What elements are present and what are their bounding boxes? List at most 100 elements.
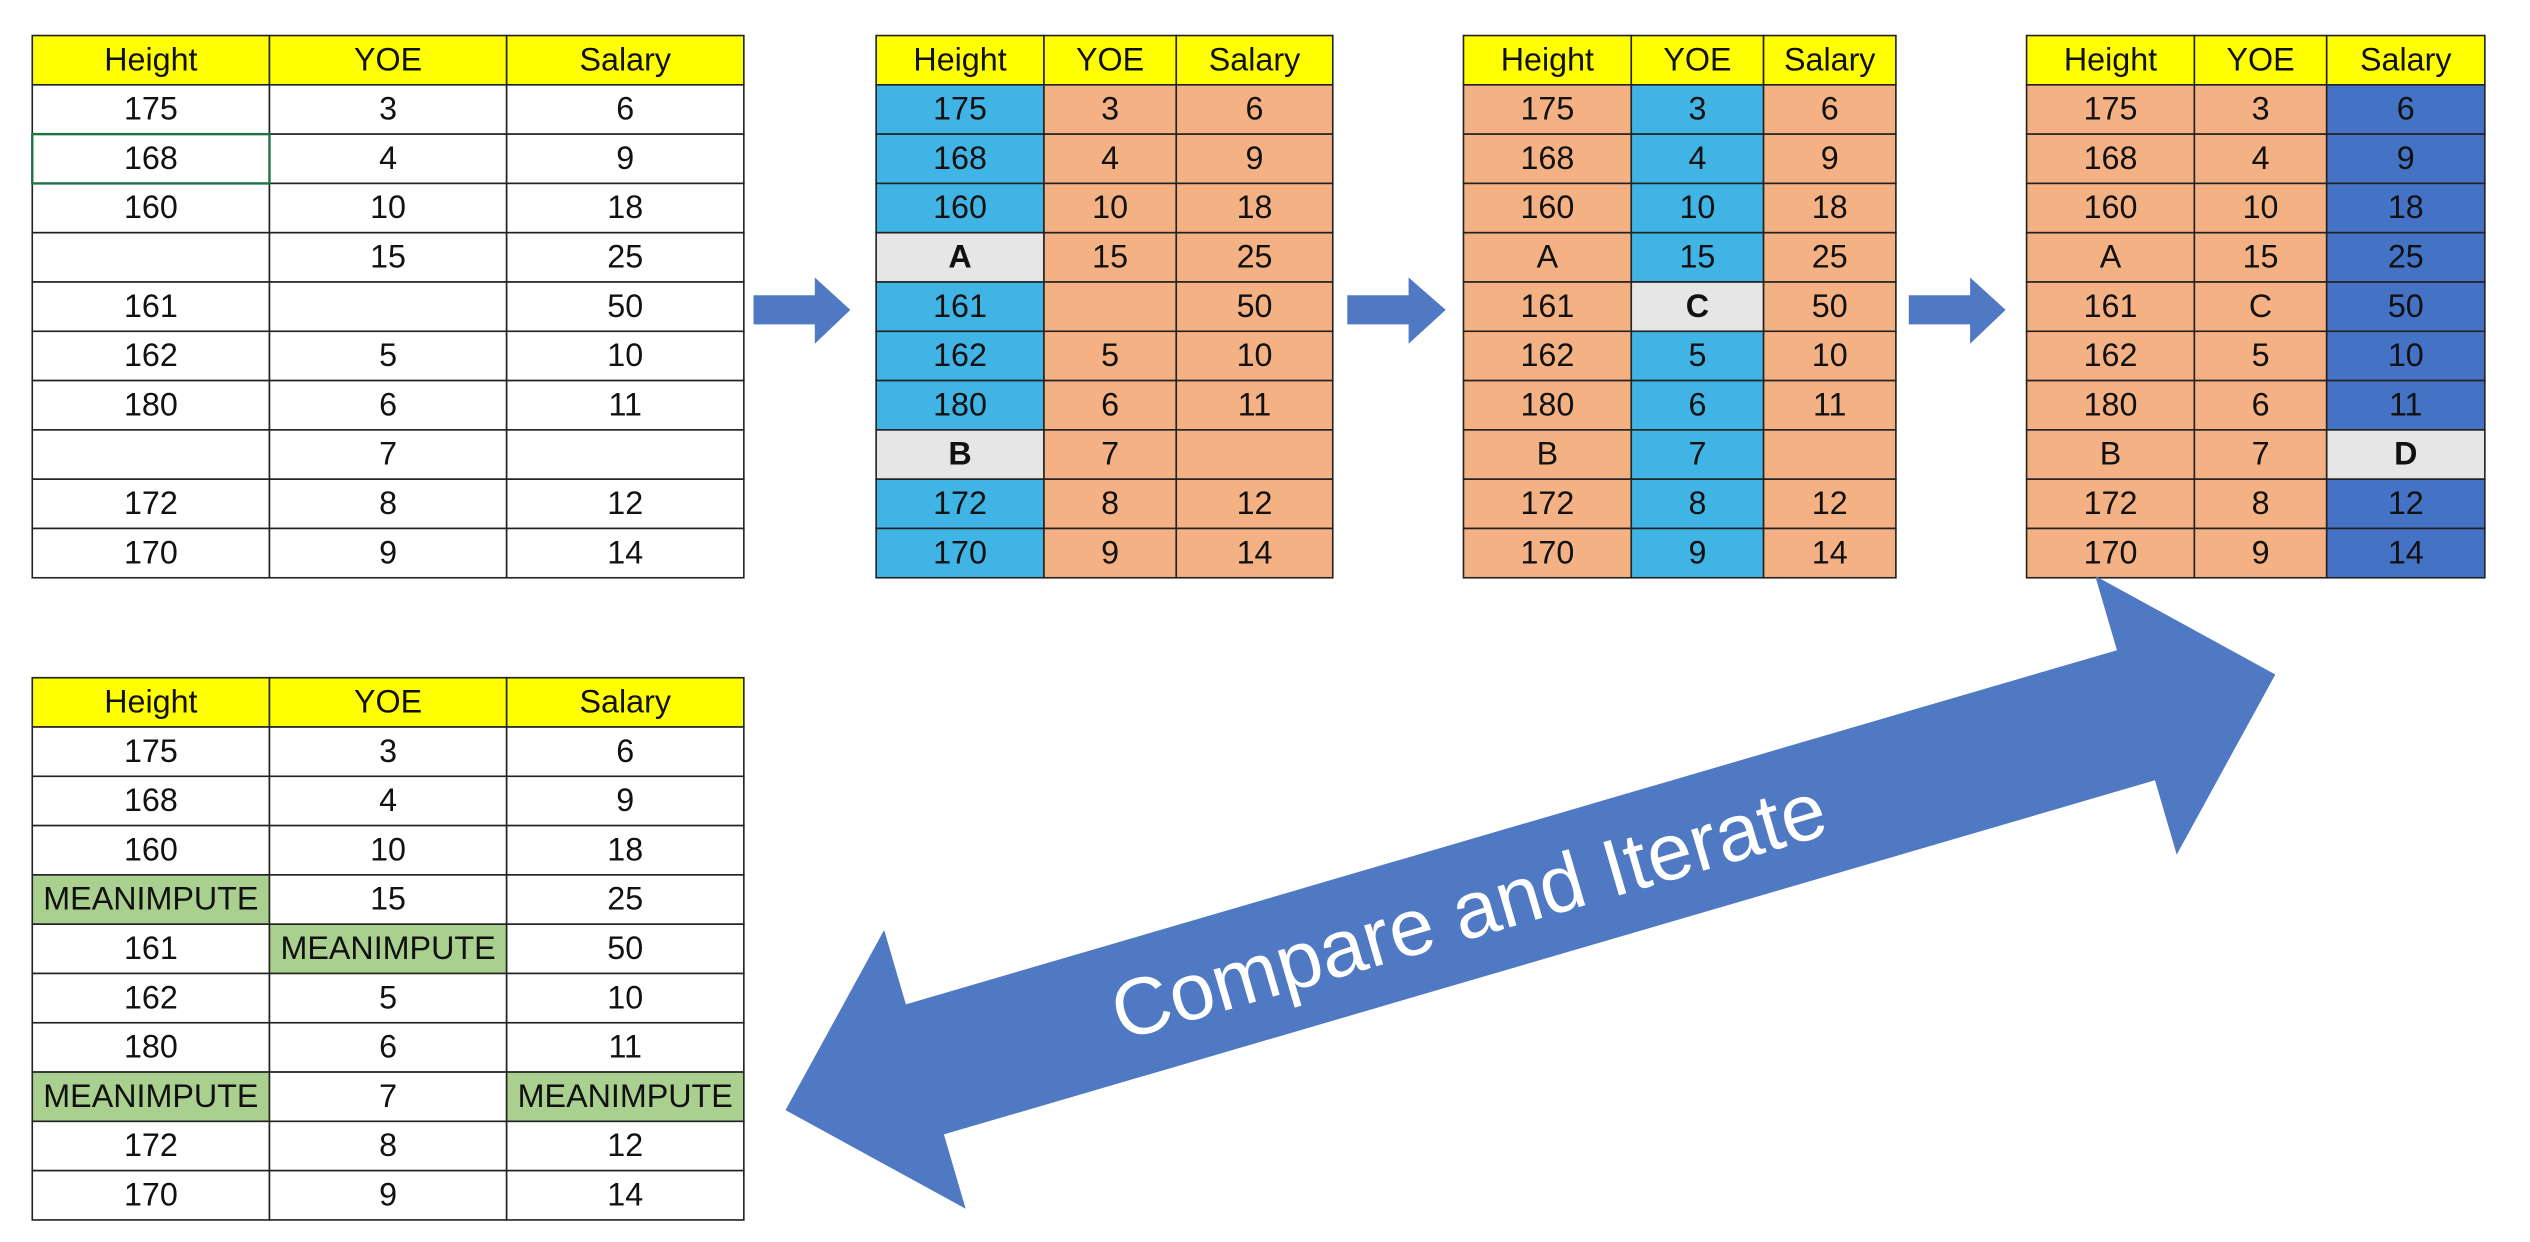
table-cell	[31, 330, 271, 382]
table-cell	[875, 429, 1045, 480]
cell-text: 9	[379, 534, 397, 570]
cell-text: 50	[607, 930, 643, 966]
table-cell	[505, 182, 745, 234]
table-cell	[2025, 34, 2196, 86]
cell-text: Height	[913, 41, 1006, 77]
table-cell	[2325, 84, 2486, 135]
cell-text: YOE	[2226, 41, 2294, 77]
cell-text: 172	[124, 485, 178, 521]
cell-text: 8	[1101, 485, 1119, 521]
cell-text: 5	[1101, 337, 1119, 373]
table-cell	[2193, 330, 2328, 382]
double-arrow: Compare and Iterate	[785, 575, 2276, 1209]
cell-text: 175	[124, 91, 178, 127]
table-cell	[268, 1120, 508, 1172]
table-cell	[875, 478, 1045, 530]
table-cell	[2025, 281, 2196, 333]
table-cell	[2325, 281, 2486, 333]
cell-text: 25	[607, 238, 643, 274]
table-cell	[2325, 330, 2486, 382]
cell-text: 12	[1812, 485, 1848, 521]
cell-text: 7	[1101, 436, 1119, 472]
table-cell	[1630, 330, 1765, 382]
cell-text: 168	[933, 140, 987, 176]
cell-text: 172	[2084, 485, 2138, 521]
cell-text: 11	[1813, 386, 1847, 422]
cell-text: 12	[607, 1127, 643, 1163]
cell-text: 175	[2084, 91, 2138, 127]
table-cell	[31, 182, 271, 234]
table-cell	[1462, 133, 1633, 185]
table-cell	[1462, 84, 1633, 135]
cell-text: 9	[379, 1176, 397, 1212]
cell-text: 5	[2252, 337, 2270, 373]
cell-text: 6	[1246, 91, 1264, 127]
table-cell	[2193, 281, 2328, 333]
table-cell	[1175, 182, 1334, 234]
cell-text: Salary	[2360, 41, 2452, 77]
table-cell	[1462, 34, 1633, 86]
table-cell	[2025, 330, 2196, 382]
cell-text: 9	[616, 782, 634, 818]
table-cell	[505, 1021, 745, 1073]
cell-text: 12	[1237, 485, 1273, 521]
cell-text: Salary	[1209, 41, 1301, 77]
cell-text: 161	[124, 288, 178, 324]
table-cell	[2025, 133, 2196, 185]
table-cell	[1175, 133, 1334, 185]
cell-text: 6	[2397, 91, 2415, 127]
table-cell	[31, 874, 271, 925]
table-cell	[1043, 478, 1178, 530]
cell-text: 9	[1246, 140, 1264, 176]
cell-text: 14	[607, 534, 643, 570]
table-cell	[2193, 429, 2328, 480]
cell-text: C	[1686, 288, 1709, 324]
cell-text: 25	[607, 881, 643, 917]
arrow	[1347, 277, 1446, 344]
table-cell	[1175, 231, 1334, 283]
cell-text: 4	[1688, 140, 1706, 176]
cell-text: 168	[2084, 140, 2138, 176]
table-cell	[505, 1169, 745, 1221]
cell-text: 5	[379, 979, 397, 1015]
cell-text: 9	[616, 140, 634, 176]
cell-text: 25	[2388, 238, 2424, 274]
cell-text: 160	[1520, 189, 1574, 225]
table-cell	[2025, 379, 2196, 431]
cell-text: 170	[1520, 534, 1574, 570]
cell-text: 162	[124, 337, 178, 373]
cell-text: 15	[1092, 238, 1128, 274]
table-cell	[1762, 429, 1897, 480]
cell-text: YOE	[1663, 41, 1731, 77]
cell-text: 5	[379, 337, 397, 373]
cell-text: MEANIMPUTE	[518, 1078, 733, 1114]
cell-text: 180	[1520, 386, 1574, 422]
table-cell	[1630, 133, 1765, 185]
table-cell	[505, 923, 745, 975]
table-cell	[1175, 379, 1334, 431]
cell-text: 7	[2252, 436, 2270, 472]
cell-text: 161	[2084, 288, 2138, 324]
cell-text: 172	[933, 485, 987, 521]
cell-text: 14	[607, 1176, 643, 1212]
cell-text: 160	[2084, 189, 2138, 225]
cell-text: 160	[124, 831, 178, 867]
cell-text: MEANIMPUTE	[43, 881, 258, 917]
table-cell	[268, 379, 508, 431]
cell-text: 11	[1238, 386, 1272, 422]
table-cell	[2325, 527, 2486, 579]
table-cell	[268, 1021, 508, 1073]
cell-text: 7	[379, 436, 397, 472]
cell-text: 9	[1688, 534, 1706, 570]
table-cell	[505, 84, 745, 135]
table-cell	[2025, 84, 2196, 135]
table-cell	[1043, 429, 1178, 480]
table-cell	[2025, 182, 2196, 234]
cell-text: 9	[1101, 534, 1119, 570]
table-cell	[2193, 379, 2328, 431]
cell-text: MEANIMPUTE	[43, 1078, 258, 1114]
cell-text: 18	[2388, 189, 2424, 225]
table-cell	[875, 379, 1045, 431]
table-cell	[505, 379, 745, 431]
cell-text: 25	[1812, 238, 1848, 274]
